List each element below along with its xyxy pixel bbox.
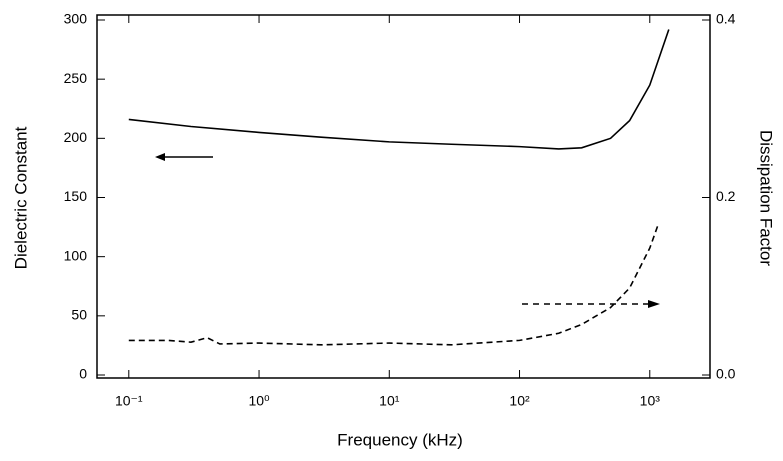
data-line bbox=[128, 29, 670, 150]
y-tick-label: 300 bbox=[64, 11, 88, 27]
x-axis-label: Frequency (kHz) bbox=[337, 430, 463, 449]
x-tick-label: 10⁰ bbox=[248, 393, 270, 409]
y2-tick-label: 0.2 bbox=[716, 188, 736, 204]
y-tick-label: 0 bbox=[79, 366, 87, 382]
plot-frame bbox=[96, 14, 711, 379]
left-arrow bbox=[155, 153, 213, 161]
y-tick-label: 50 bbox=[71, 307, 87, 323]
y-tick-label: 100 bbox=[64, 247, 88, 263]
y2-tick-label: 0.4 bbox=[716, 11, 736, 27]
x-tick-label: 10³ bbox=[640, 393, 661, 409]
right-arrow bbox=[522, 300, 660, 308]
y-axis-label: Dielectric Constant bbox=[11, 126, 30, 269]
x-tick-label: 10¹ bbox=[379, 393, 400, 409]
y-tick-label: 150 bbox=[64, 188, 88, 204]
data-line bbox=[128, 225, 659, 346]
x-tick-label: 10² bbox=[509, 393, 530, 409]
y-tick-label: 200 bbox=[64, 129, 88, 145]
y-tick-label: 250 bbox=[64, 70, 88, 86]
y2-axis-label: Dissipation Factor bbox=[757, 130, 776, 266]
x-tick-label: 10⁻¹ bbox=[115, 393, 143, 409]
y2-tick-label: 0.0 bbox=[716, 366, 736, 382]
